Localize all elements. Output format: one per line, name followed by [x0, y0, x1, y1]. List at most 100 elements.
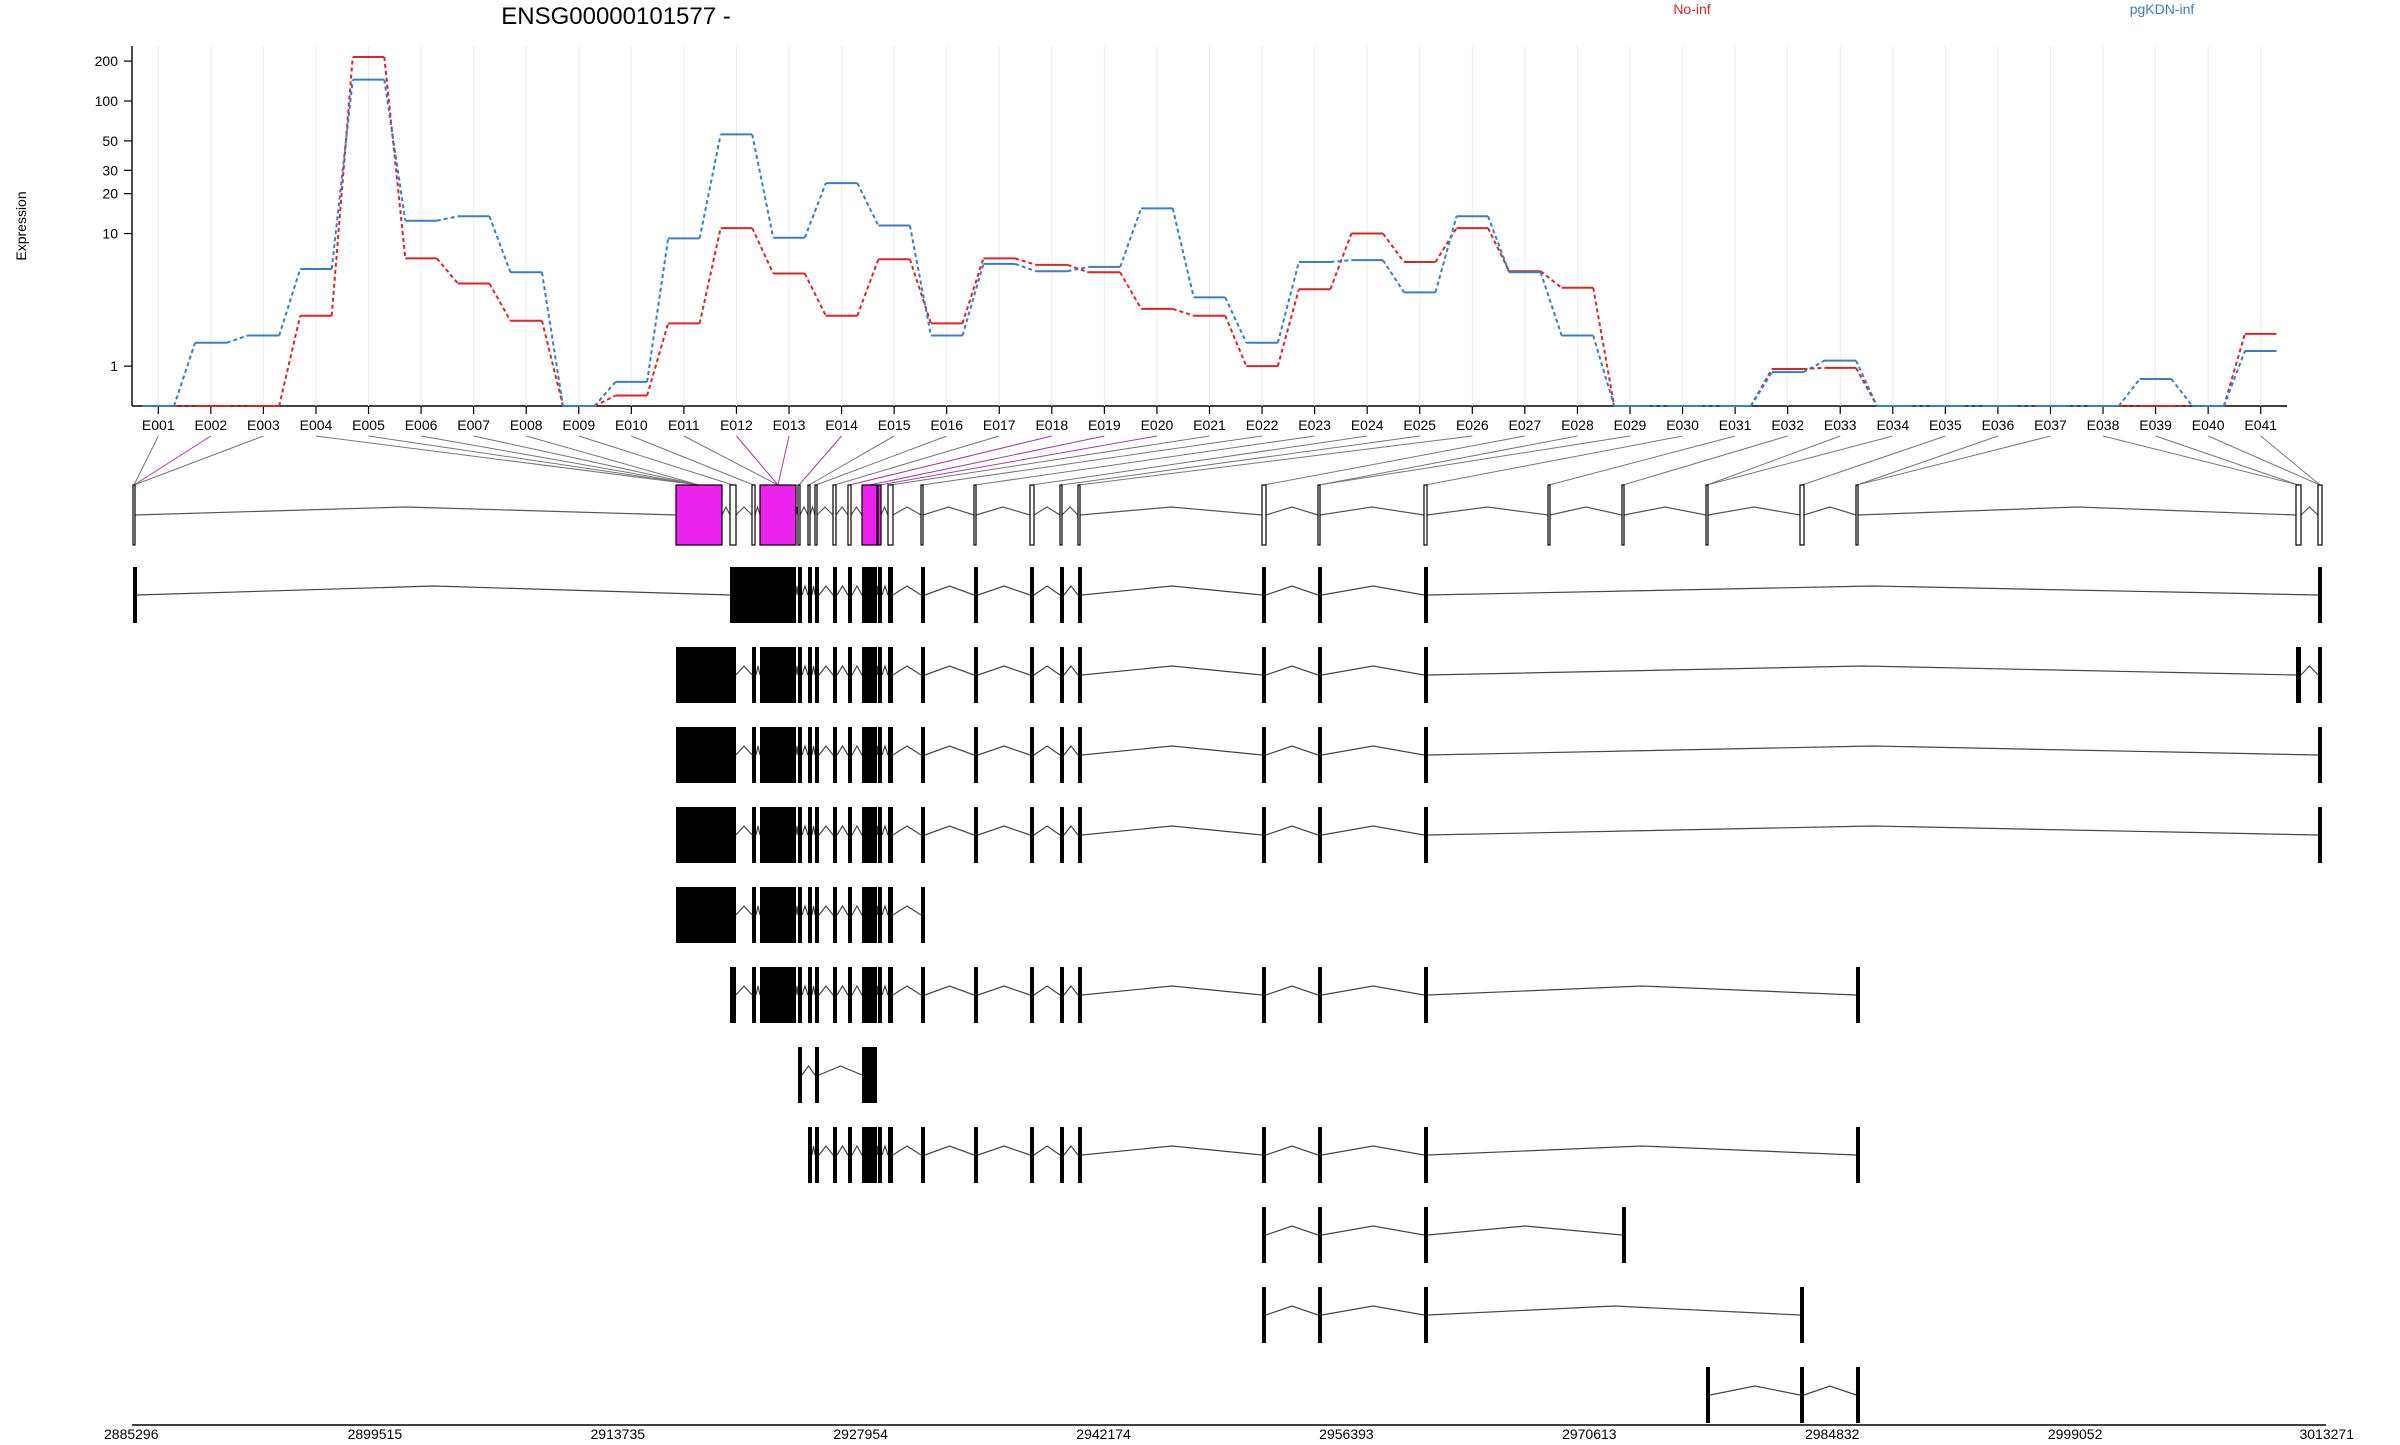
intron-line [977, 1145, 1031, 1156]
exon-block [921, 807, 925, 863]
exon-block [760, 727, 796, 783]
x-tick-label: E020 [1141, 417, 1174, 433]
exon-block [1060, 567, 1064, 623]
intron-line [1427, 745, 2319, 756]
x-tick-label: E010 [615, 417, 648, 433]
intron-line [881, 904, 889, 916]
x-tick-label: E038 [2087, 417, 2120, 433]
series-connector [1855, 360, 1878, 407]
exon-block [752, 647, 756, 703]
series-connector [540, 272, 564, 407]
exon-block [862, 647, 877, 703]
x-tick-label: E012 [720, 417, 753, 433]
exon-block [1262, 567, 1266, 623]
exon-box [2317, 484, 2323, 546]
x-tick-label: E037 [2034, 417, 2067, 433]
intron-line [1426, 506, 1549, 516]
intron-line [1033, 1145, 1061, 1156]
exon-connector [869, 435, 1105, 486]
intron-line [835, 506, 849, 516]
x-tick-label: E039 [2139, 417, 2172, 433]
x-tick-label: E009 [562, 417, 595, 433]
intron-line [801, 584, 809, 596]
exon-block [974, 647, 978, 703]
intron-line [836, 664, 849, 676]
exon-block [1030, 567, 1034, 623]
intron-line [1549, 506, 1623, 516]
exon-block [798, 647, 802, 703]
y-tick-label: 100 [95, 93, 119, 109]
exon-block [1262, 1127, 1266, 1183]
exon-block [676, 647, 736, 703]
exon-block [730, 967, 736, 1023]
intron-line [836, 584, 849, 596]
x-tick-label: E003 [247, 417, 280, 433]
exon-block [848, 567, 852, 623]
exon-block [1856, 1367, 1860, 1423]
genome-tick-label: 2942174 [1076, 1426, 1131, 1440]
exon-connector [849, 435, 1052, 486]
intron-line [881, 664, 889, 676]
intron-line [977, 665, 1031, 676]
intron-line [836, 824, 849, 836]
x-tick-label: E040 [2192, 417, 2225, 433]
x-tick-label: E025 [1403, 417, 1436, 433]
series-connector [698, 134, 722, 239]
series-connector [1067, 263, 1089, 274]
exon-block [888, 727, 893, 783]
exon-block [848, 807, 852, 863]
series-connector [594, 394, 617, 407]
intron-line [811, 905, 816, 916]
exon-block [878, 1127, 882, 1183]
genome-tick-label: 2999052 [2048, 1426, 2103, 1440]
y-tick-label: 1 [110, 358, 118, 374]
exon-block [878, 567, 882, 623]
intron-line [818, 585, 834, 596]
series-connector [1119, 271, 1143, 310]
intron-line [892, 985, 922, 996]
exon-block [752, 887, 756, 943]
exon-block [888, 887, 893, 943]
exon-box [2295, 484, 2302, 546]
intron-line [892, 825, 922, 836]
intron-line [1081, 745, 1263, 756]
intron-line [1321, 1225, 1425, 1236]
intron-line [1265, 585, 1319, 596]
series-connector [1171, 208, 1195, 298]
exon-block [808, 1127, 812, 1183]
series-connector [856, 258, 880, 317]
exon-block [833, 887, 837, 943]
exon-block [2318, 727, 2322, 783]
intron-line [755, 905, 761, 916]
exon-box [807, 484, 811, 546]
x-tick-label: E034 [1876, 417, 1909, 433]
series-connector [383, 56, 407, 259]
series-connector [173, 342, 197, 407]
x-tick-label: E004 [300, 417, 333, 433]
exon-block [676, 887, 736, 943]
intron-line [892, 585, 922, 596]
exon-block [815, 887, 819, 943]
intron-line [801, 1064, 816, 1076]
series-connector [2222, 333, 2246, 407]
intron-line [876, 985, 879, 996]
intron-line [1803, 506, 1857, 516]
x-tick-label: E016 [930, 417, 963, 433]
exon-connector [1263, 435, 1525, 486]
exon-block [921, 727, 925, 783]
intron-line [836, 1144, 849, 1156]
intron-line [755, 665, 761, 676]
series-connector [1539, 271, 1563, 336]
intron-line [1427, 1305, 1801, 1316]
exon-connector [1031, 435, 1368, 486]
exon-box [887, 484, 894, 546]
exon-block [1706, 1367, 1710, 1423]
exon-block [798, 807, 802, 863]
series-connector [2118, 378, 2141, 407]
x-tick-label: E019 [1088, 417, 1121, 433]
exon-block [1424, 967, 1428, 1023]
exon-block [862, 807, 877, 863]
x-tick-label: E018 [1035, 417, 1068, 433]
intron-line [1081, 985, 1263, 996]
exon-block [815, 1127, 819, 1183]
